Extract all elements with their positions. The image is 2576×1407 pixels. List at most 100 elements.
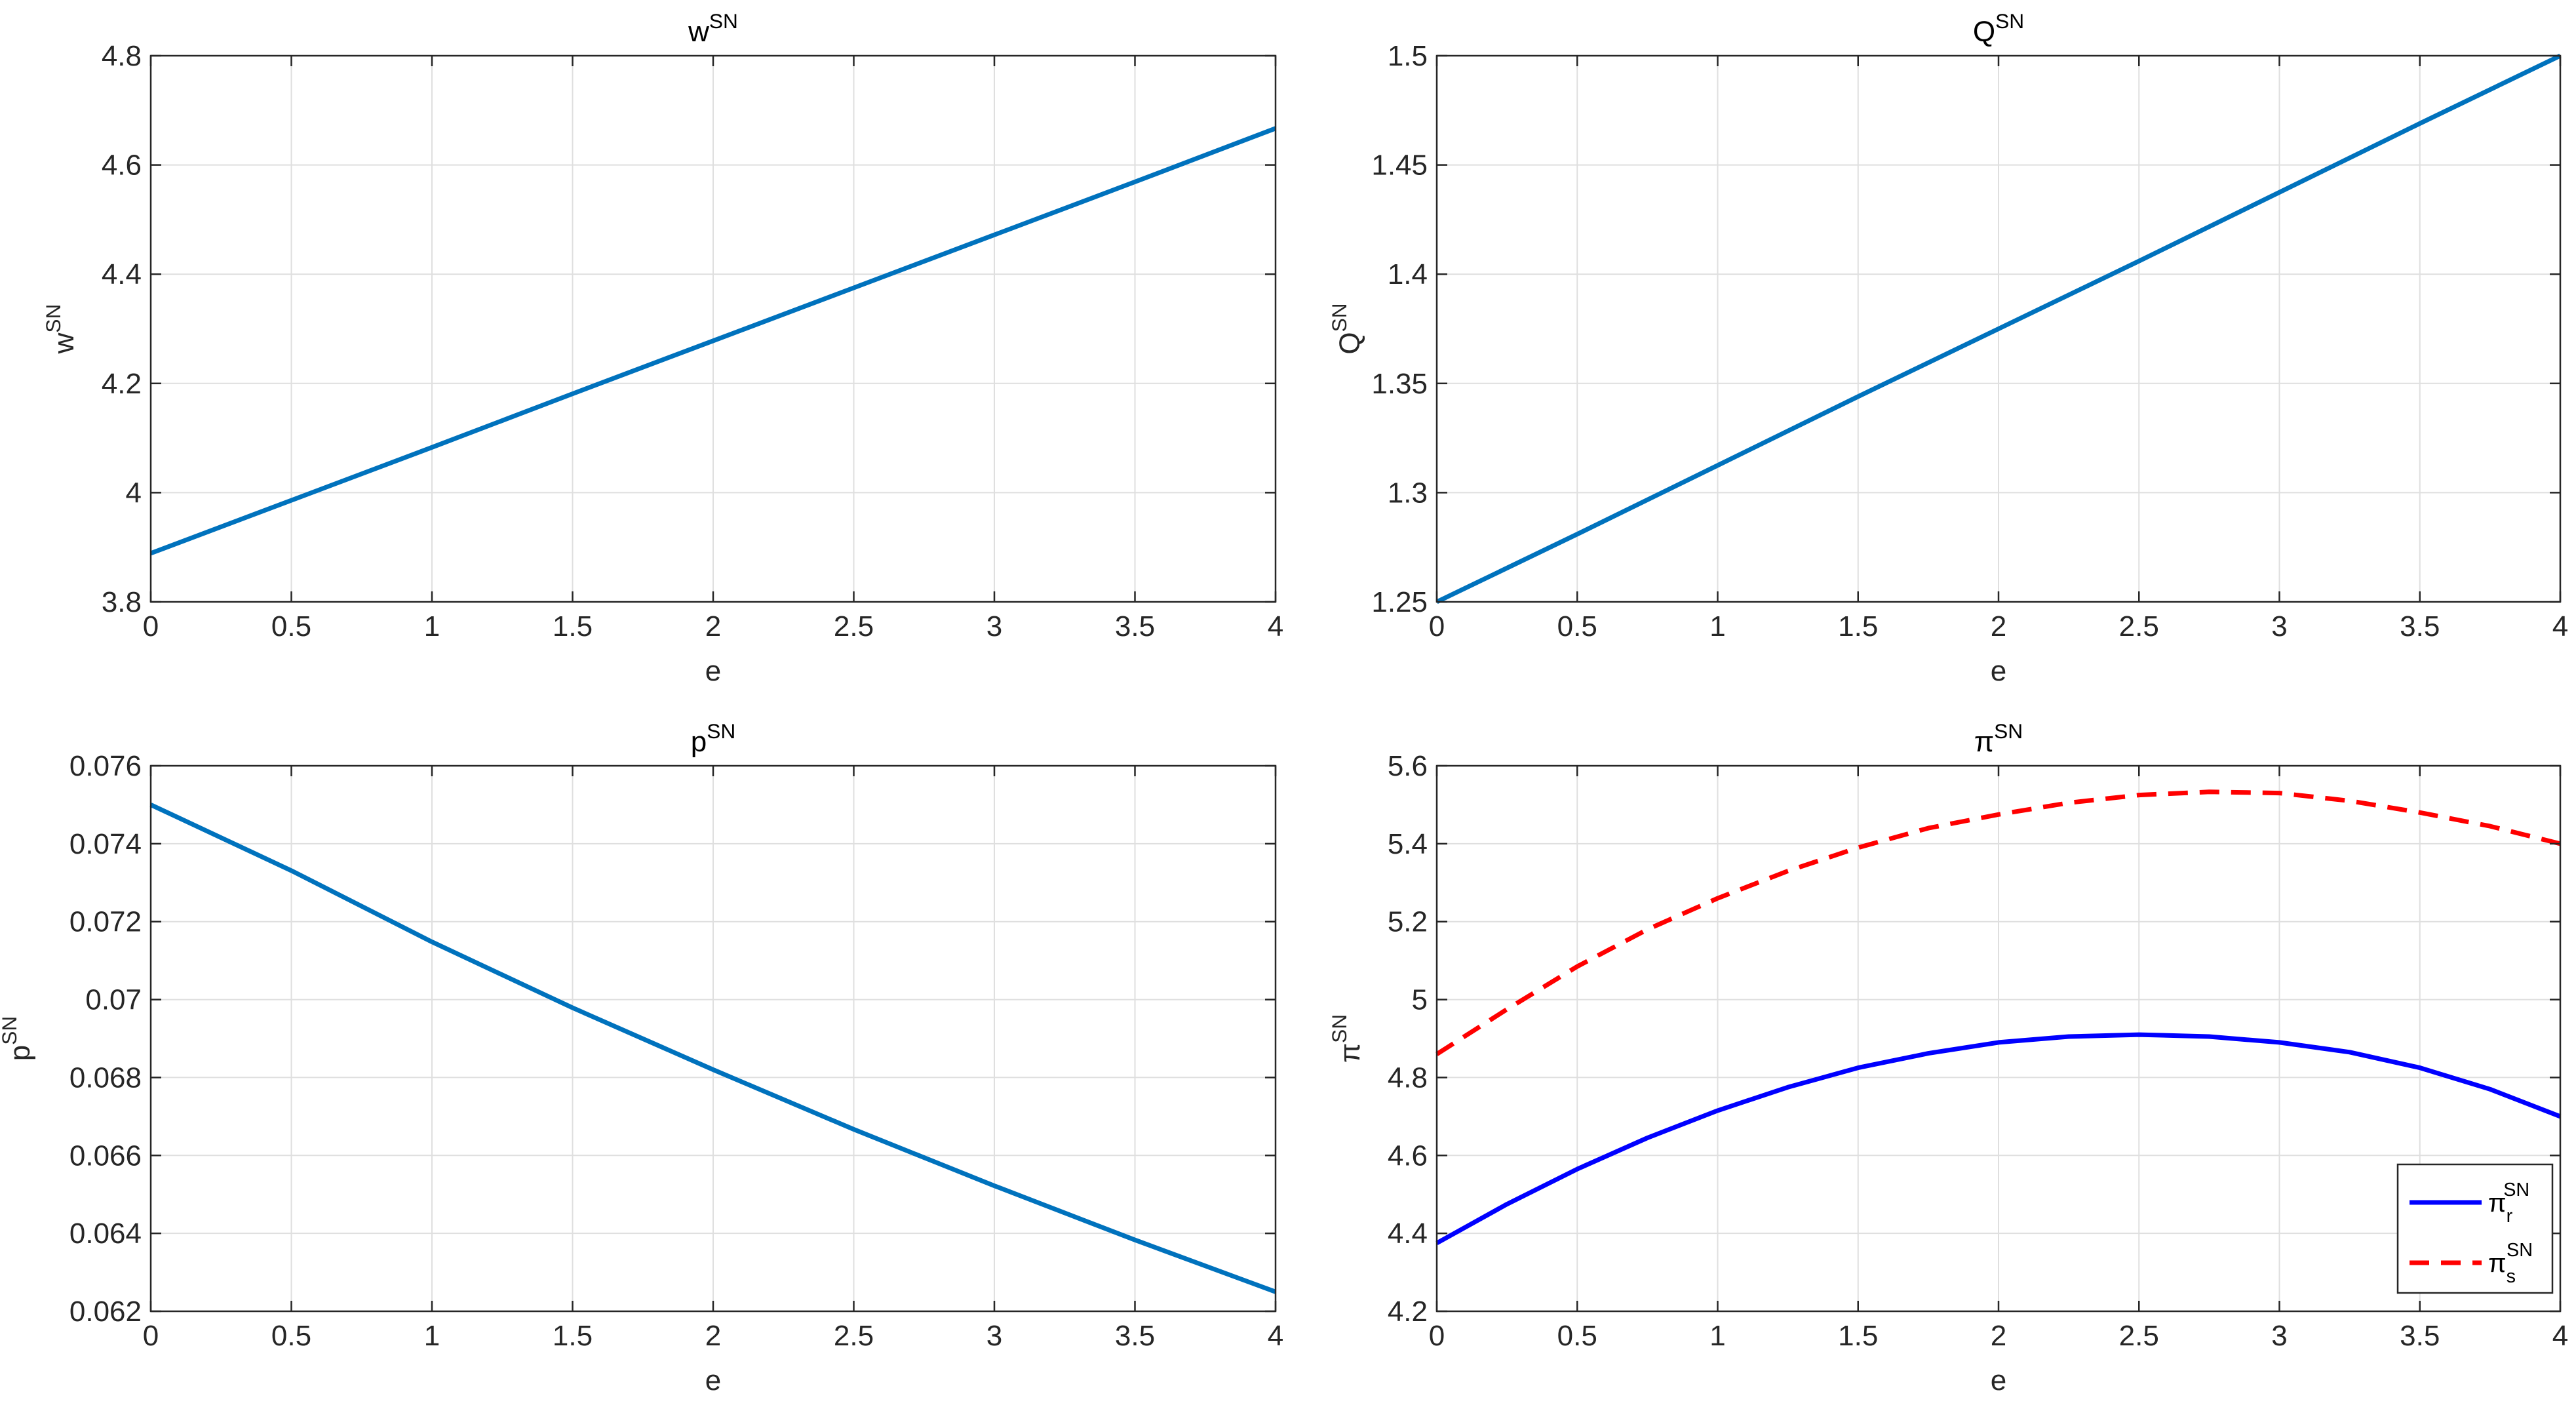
y-tick-label: 0.066: [69, 1139, 142, 1172]
x-tick-label: 0.5: [271, 610, 311, 643]
label-superscript: SN: [707, 719, 735, 743]
x-tick-label: 3.5: [1115, 610, 1155, 643]
label-base: π: [2488, 1189, 2507, 1218]
y-tick-label: 0.074: [69, 828, 142, 860]
chart-title: pSN: [691, 719, 735, 758]
label-subscript: s: [2507, 1266, 2516, 1287]
x-tick-label: 0: [143, 610, 159, 643]
label-superscript: SN: [0, 1016, 21, 1045]
x-tick-label: 3.5: [2400, 610, 2440, 643]
y-tick-label: 4.4: [102, 258, 142, 290]
chart-panel: 0 0.5 1 1.5 2 2.5 3 3.5 4 0.062 0.064 0.066 0.068 0.0…: [0, 719, 1283, 1397]
x-tick-label: 0.5: [1557, 610, 1597, 643]
label-subscript: r: [2507, 1206, 2513, 1227]
y-axis-label: QSN: [1327, 303, 1366, 354]
chart-panel: 0 0.5 1 1.5 2 2.5 3 3.5 4 4.2 4.4 4.6 4.8 5 5.2 5.4 5.6 π…: [1327, 719, 2568, 1397]
label-superscript: SN: [2503, 1179, 2529, 1200]
x-tick-label: 0.5: [1557, 1320, 1597, 1352]
y-tick-label: 1.3: [1388, 477, 1428, 509]
y-tick-label: 1.25: [1371, 586, 1428, 618]
x-tick-label: 1: [1709, 610, 1725, 643]
x-tick-label: 1: [424, 1320, 440, 1352]
x-tick-label: 1.5: [553, 1320, 593, 1352]
label-base: p: [4, 1045, 36, 1061]
x-axis-label: e: [1991, 655, 2006, 687]
y-tick-label: 4.2: [1388, 1296, 1428, 1328]
x-axis-label: e: [705, 655, 721, 687]
x-tick-label: 3.5: [1115, 1320, 1155, 1352]
chart-title: QSN: [1973, 9, 2024, 48]
x-tick-label: 2.5: [834, 610, 874, 643]
x-tick-label: 1: [424, 610, 440, 643]
x-tick-label: 2: [705, 1320, 721, 1352]
x-tick-label: 1.5: [553, 610, 593, 643]
y-tick-label: 1.4: [1388, 258, 1428, 290]
y-tick-label: 0.07: [85, 984, 142, 1016]
label-base: π: [1974, 726, 1994, 758]
y-tick-label: 5: [1412, 984, 1428, 1016]
y-tick-label: 4: [126, 477, 142, 509]
y-tick-label: 4.6: [1388, 1139, 1428, 1172]
label-base: Q: [1334, 332, 1366, 354]
x-tick-label: 3: [986, 1320, 1002, 1352]
label-superscript: SN: [41, 304, 65, 333]
series-line: [149, 803, 1277, 1294]
x-tick-label: 3.5: [2400, 1320, 2440, 1352]
y-axis-label: πSN: [1327, 1014, 1366, 1063]
x-axis-label: e: [705, 1364, 721, 1397]
y-tick-label: 4.8: [102, 40, 142, 72]
x-tick-label: 0: [1429, 610, 1445, 643]
legend: πr SNπ s SN: [2396, 1163, 2554, 1294]
x-tick-label: 0: [1429, 1320, 1445, 1352]
chart-panel: 0 0.5 1 1.5 2 2.5 3 3.5 41.251.31.351.41.451.5QS…: [1327, 9, 2568, 687]
series-line: [1435, 789, 2561, 1056]
series-line: [1435, 53, 2562, 604]
label-base: π: [1334, 1043, 1366, 1063]
y-tick-label: 1.5: [1388, 40, 1428, 72]
y-tick-label: 1.35: [1371, 368, 1428, 400]
y-tick-label: 3.8: [102, 586, 142, 618]
label-superscript: SN: [709, 9, 738, 33]
y-tick-label: 4.2: [102, 368, 142, 400]
x-tick-label: 2.5: [2119, 1320, 2159, 1352]
label-superscript: SN: [2507, 1240, 2533, 1261]
y-axis-label: wSN: [41, 304, 80, 355]
y-tick-label: 0.064: [69, 1218, 142, 1250]
y-tick-label: 5.4: [1388, 828, 1428, 860]
x-tick-label: 4: [1268, 610, 1283, 643]
label-superscript: SN: [1327, 1014, 1351, 1043]
chart-title: πSN: [1974, 719, 2023, 758]
label-superscript: SN: [1995, 9, 2024, 33]
label-base: w: [48, 332, 80, 354]
legend-label: πs SN: [2488, 1240, 2533, 1287]
x-tick-label: 0: [143, 1320, 159, 1352]
x-tick-label: 2: [1991, 1320, 2006, 1352]
x-tick-label: 2: [705, 610, 721, 643]
x-tick-label: 4: [2552, 610, 2568, 643]
y-tick-label: 5.2: [1388, 906, 1428, 938]
label-superscript: SN: [1994, 719, 2023, 743]
y-tick-label: 0.068: [69, 1061, 142, 1094]
y-axis-label: pSN: [0, 1016, 36, 1061]
x-tick-label: 3: [2271, 1320, 2287, 1352]
x-tick-label: 1.5: [1838, 1320, 1878, 1352]
x-tick-label: 1.5: [1838, 610, 1878, 643]
x-tick-label: 0.5: [271, 1320, 311, 1352]
y-tick-label: 4.4: [1388, 1218, 1428, 1250]
series-line: [149, 126, 1277, 556]
y-tick-label: 4.6: [102, 149, 142, 182]
label-superscript: SN: [1327, 303, 1351, 332]
series-line: [1435, 1032, 2562, 1246]
x-tick-label: 4: [2552, 1320, 2568, 1352]
y-tick-label: 1.45: [1371, 149, 1428, 182]
y-tick-label: 5.6: [1388, 750, 1428, 782]
y-tick-label: 0.072: [69, 906, 142, 938]
x-tick-label: 2.5: [834, 1320, 874, 1352]
legend-label: πr SN: [2488, 1179, 2529, 1227]
legend-box: [2396, 1163, 2554, 1294]
x-axis-label: e: [1991, 1364, 2006, 1397]
x-tick-label: 2.5: [2119, 610, 2159, 643]
y-tick-label: 0.076: [69, 750, 142, 782]
